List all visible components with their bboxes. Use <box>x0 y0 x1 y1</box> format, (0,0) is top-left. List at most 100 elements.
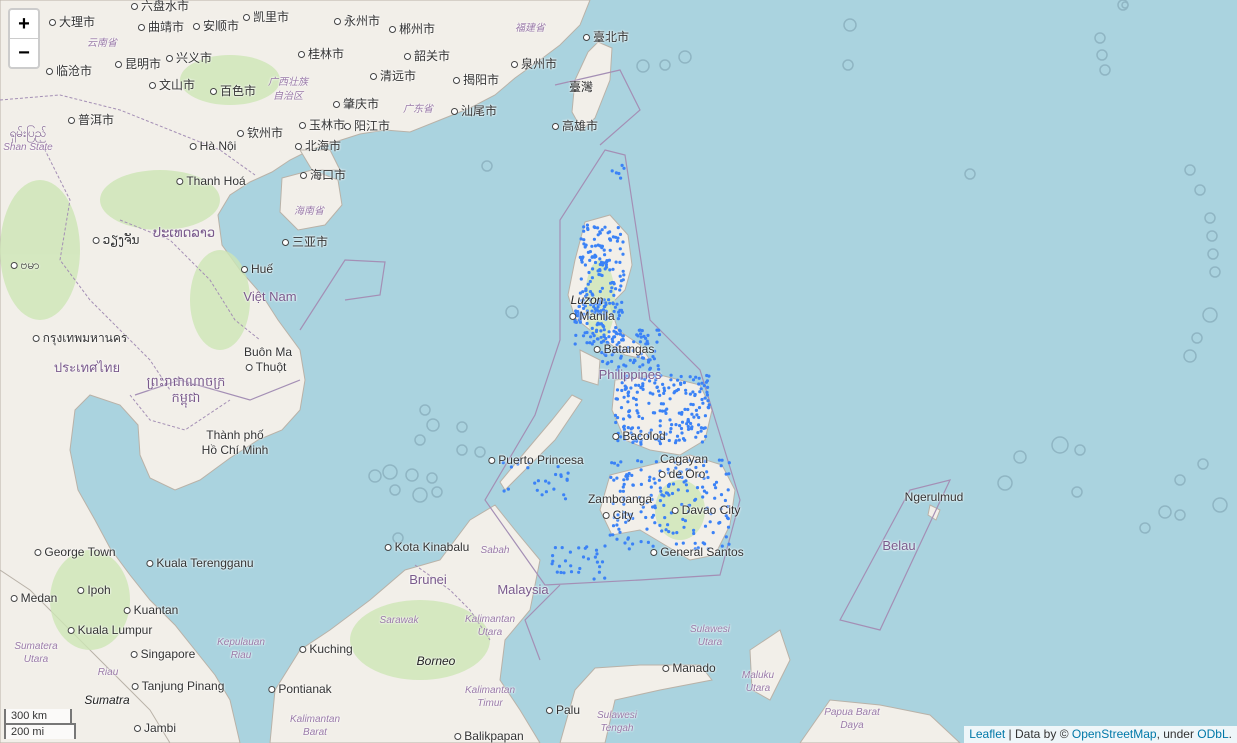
label-manila: Manila <box>569 309 614 323</box>
data-point-marker <box>621 278 625 282</box>
label-zamboanga-1: Zamboanga <box>587 492 653 506</box>
data-point-marker <box>646 333 650 337</box>
data-point-marker <box>580 299 584 303</box>
data-point-marker <box>604 301 608 305</box>
data-point-marker <box>641 505 645 509</box>
data-point-marker <box>607 258 612 262</box>
data-point-marker <box>655 340 659 344</box>
label-cambodia-1: ព្រះរាជាណាចក្រ <box>146 374 226 389</box>
data-point-marker <box>661 382 665 386</box>
data-point-marker <box>622 498 626 502</box>
data-point-marker <box>590 255 595 259</box>
label-sulawesi-utara-1: Sulawesi <box>689 624 731 635</box>
attribution-under: , under <box>1156 727 1198 741</box>
data-point-marker <box>615 476 619 480</box>
data-point-marker <box>668 430 673 434</box>
data-point-marker <box>611 267 615 271</box>
label-kalimantan-timur-2: Timur <box>477 698 503 709</box>
openstreetmap-link[interactable]: OpenStreetMap <box>1071 727 1157 741</box>
label-kalimantan-utara-2: Utara <box>477 627 503 638</box>
data-point-marker <box>613 413 618 417</box>
data-point-marker <box>565 478 569 482</box>
label-papua-barat-1: Papua Barat <box>824 707 880 718</box>
data-point-marker <box>707 403 711 407</box>
data-point-marker <box>670 423 674 427</box>
label-kuala-terengganu: Kuala Terengganu <box>146 556 253 570</box>
data-point-marker <box>630 377 635 381</box>
data-point-marker <box>586 557 591 561</box>
data-point-marker <box>724 472 728 476</box>
papua-island <box>799 699 961 743</box>
label-kalimantan-utara-1: Kalimantan <box>464 614 516 625</box>
data-point-marker <box>706 475 710 480</box>
zoom-out-button[interactable]: − <box>10 38 38 67</box>
label-cagayan-2: de Oro <box>659 467 706 481</box>
label-medan: Medan <box>11 591 58 605</box>
data-point-marker <box>686 419 690 423</box>
data-point-marker <box>642 334 646 338</box>
data-point-marker <box>620 381 624 385</box>
label-thailand: ประเทศไทย <box>53 360 121 375</box>
label-haikou: 海口市 <box>300 168 346 182</box>
data-point-marker <box>577 304 581 309</box>
data-point-marker <box>593 253 597 257</box>
odbl-link[interactable]: ODbL <box>1197 727 1229 741</box>
label-baise: 百色市 <box>210 84 256 98</box>
leaflet-link[interactable]: Leaflet <box>969 727 1006 741</box>
data-point-marker <box>667 386 671 390</box>
data-point-marker <box>684 483 689 487</box>
label-brunei: Brunei <box>409 572 447 587</box>
data-point-marker <box>568 550 573 554</box>
label-kepulauan-riau-2: Riau <box>230 650 252 661</box>
data-point-marker <box>639 460 644 464</box>
data-point-marker <box>723 498 728 503</box>
data-point-marker <box>650 497 654 502</box>
data-point-marker <box>705 393 710 397</box>
data-point-marker <box>701 485 705 489</box>
label-yangjiang: 阳江市 <box>344 119 390 133</box>
data-point-marker <box>617 313 622 318</box>
label-myanmar: ဗမာ <box>11 258 40 272</box>
data-point-marker <box>614 260 618 264</box>
data-point-marker <box>671 482 676 486</box>
data-point-marker <box>601 359 605 364</box>
data-point-marker <box>657 333 662 337</box>
data-point-marker <box>603 544 607 548</box>
data-point-marker <box>691 403 695 407</box>
data-point-marker <box>592 237 597 241</box>
label-sarawak: Sarawak <box>379 615 419 626</box>
data-point-marker <box>677 438 681 442</box>
data-point-marker <box>619 176 623 180</box>
data-point-marker <box>694 408 699 412</box>
data-point-marker <box>621 489 626 493</box>
data-point-marker <box>620 338 624 342</box>
data-point-marker <box>639 468 643 472</box>
data-point-marker <box>727 461 731 465</box>
data-point-marker <box>551 559 555 563</box>
zoom-in-button[interactable]: + <box>18 13 30 35</box>
data-point-marker <box>667 530 671 534</box>
data-point-marker <box>659 489 663 493</box>
data-point-marker <box>620 300 624 304</box>
data-point-marker <box>672 383 676 387</box>
data-point-marker <box>666 483 671 488</box>
data-point-marker <box>602 333 606 337</box>
label-zhaoqing: 肇庆市 <box>333 97 379 111</box>
data-point-marker <box>617 365 621 369</box>
data-point-marker <box>579 277 583 281</box>
data-point-marker <box>691 390 695 394</box>
data-point-marker <box>614 330 618 334</box>
data-point-marker <box>639 332 643 336</box>
data-point-marker <box>618 288 622 292</box>
data-point-marker <box>583 304 588 308</box>
data-point-marker <box>554 472 558 477</box>
data-point-marker <box>584 294 588 298</box>
attribution-end: . <box>1228 727 1232 741</box>
data-point-marker <box>585 330 589 335</box>
data-point-marker <box>619 406 624 410</box>
data-point-marker <box>599 329 603 333</box>
data-point-marker <box>573 342 577 346</box>
data-point-marker <box>695 486 700 490</box>
